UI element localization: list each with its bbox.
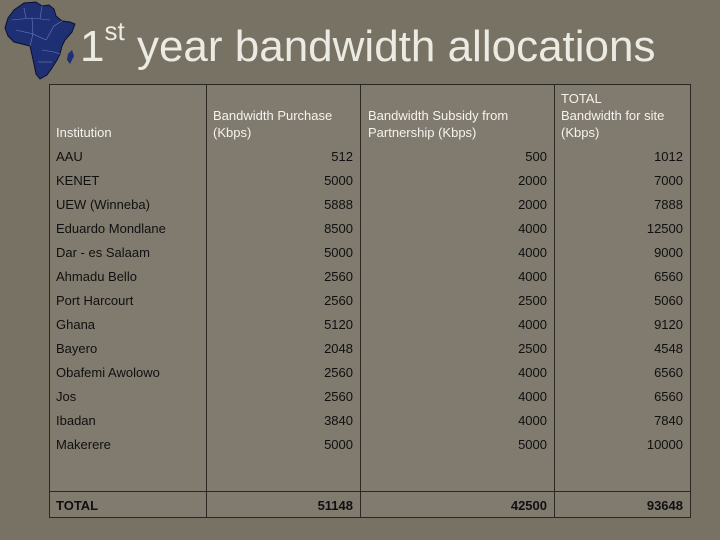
purchase-cell: 8500: [324, 221, 353, 236]
institution-cell: AAU: [56, 149, 83, 164]
total-cell: 7000: [654, 173, 683, 188]
table-total-separator: [49, 491, 691, 492]
table-left-border: [49, 84, 50, 518]
purchase-cell: 2560: [324, 293, 353, 308]
header-total: TOTAL Bandwidth for site (Kbps): [561, 91, 665, 140]
header-purchase: Bandwidth Purchase (Kbps): [213, 108, 333, 140]
total-cell: 4548: [654, 341, 683, 356]
purchase-cell: 512: [331, 149, 353, 164]
purchase-cell: 5000: [324, 437, 353, 452]
page-title: 1st year bandwidth allocations: [80, 16, 656, 71]
table-top-border: [49, 84, 691, 85]
total-site: 93648: [646, 498, 683, 513]
africa-map-icon: [4, 1, 76, 80]
header-subsidy: Bandwidth Subsidy from Partnership (Kbps): [368, 108, 509, 140]
institution-cell: Ibadan: [56, 413, 96, 428]
total-cell: 12500: [646, 221, 683, 236]
subsidy-cell: 5000: [518, 437, 547, 452]
subsidy-cell: 500: [525, 149, 547, 164]
column-divider-3: [554, 84, 555, 518]
institution-cell: Eduardo Mondlane: [56, 221, 166, 236]
institution-cell: Jos: [56, 389, 77, 404]
total-purchase: 51148: [317, 498, 353, 513]
table-bottom-border: [49, 517, 691, 518]
purchase-cell: 2560: [324, 365, 353, 380]
purchase-cell: 5000: [324, 173, 353, 188]
total-cell: 6560: [654, 269, 683, 284]
header-institution: Institution: [56, 125, 112, 140]
subsidy-cell: 4000: [518, 317, 547, 332]
subsidy-cell: 4000: [518, 365, 547, 380]
title-superscript: st: [104, 16, 125, 46]
institution-cell: KENET: [56, 173, 100, 188]
table-right-border: [690, 84, 691, 518]
institution-cell: UEW (Winneba): [56, 197, 150, 212]
subsidy-cell: 2500: [518, 341, 547, 356]
total-cell: 7888: [654, 197, 683, 212]
subsidy-cell: 4000: [518, 413, 547, 428]
total-cell: 10000: [646, 437, 683, 452]
institution-cell: Obafemi Awolowo: [56, 365, 160, 380]
institution-cell: Ahmadu Bello: [56, 269, 137, 284]
purchase-cell: 5888: [324, 197, 353, 212]
total-cell: 6560: [654, 389, 683, 404]
purchase-cell: 2560: [324, 269, 353, 284]
total-cell: 5060: [654, 293, 683, 308]
total-label: TOTAL: [56, 498, 99, 513]
subsidy-cell: 4000: [518, 245, 547, 260]
institution-cell: Makerere: [56, 437, 111, 452]
subsidy-cell: 4000: [518, 269, 547, 284]
purchase-cell: 5000: [324, 245, 353, 260]
purchase-cell: 2048: [324, 341, 353, 356]
subsidy-cell: 2000: [518, 173, 547, 188]
column-divider-2: [360, 84, 361, 518]
purchase-cell: 3840: [324, 413, 353, 428]
allocation-table: [49, 84, 691, 518]
purchase-cell: 2560: [324, 389, 353, 404]
total-cell: 7840: [654, 413, 683, 428]
total-cell: 9000: [654, 245, 683, 260]
column-divider-1: [206, 84, 207, 518]
total-subsidy: 42500: [510, 498, 547, 513]
institution-cell: Port Harcourt: [56, 293, 134, 308]
institution-cell: Ghana: [56, 317, 96, 332]
subsidy-cell: 4000: [518, 221, 547, 236]
institution-cell: Bayero: [56, 341, 98, 356]
total-cell: 9120: [654, 317, 683, 332]
institution-cell: Dar - es Salaam: [56, 245, 150, 260]
subsidy-cell: 4000: [518, 389, 547, 404]
total-cell: 6560: [654, 365, 683, 380]
total-cell: 1012: [654, 149, 683, 164]
subsidy-cell: 2500: [518, 293, 547, 308]
subsidy-cell: 2000: [518, 197, 547, 212]
purchase-cell: 5120: [324, 317, 353, 332]
